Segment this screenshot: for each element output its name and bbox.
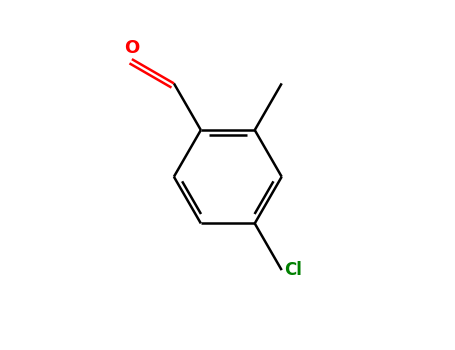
Text: Cl: Cl	[284, 261, 302, 279]
Text: O: O	[124, 39, 140, 57]
